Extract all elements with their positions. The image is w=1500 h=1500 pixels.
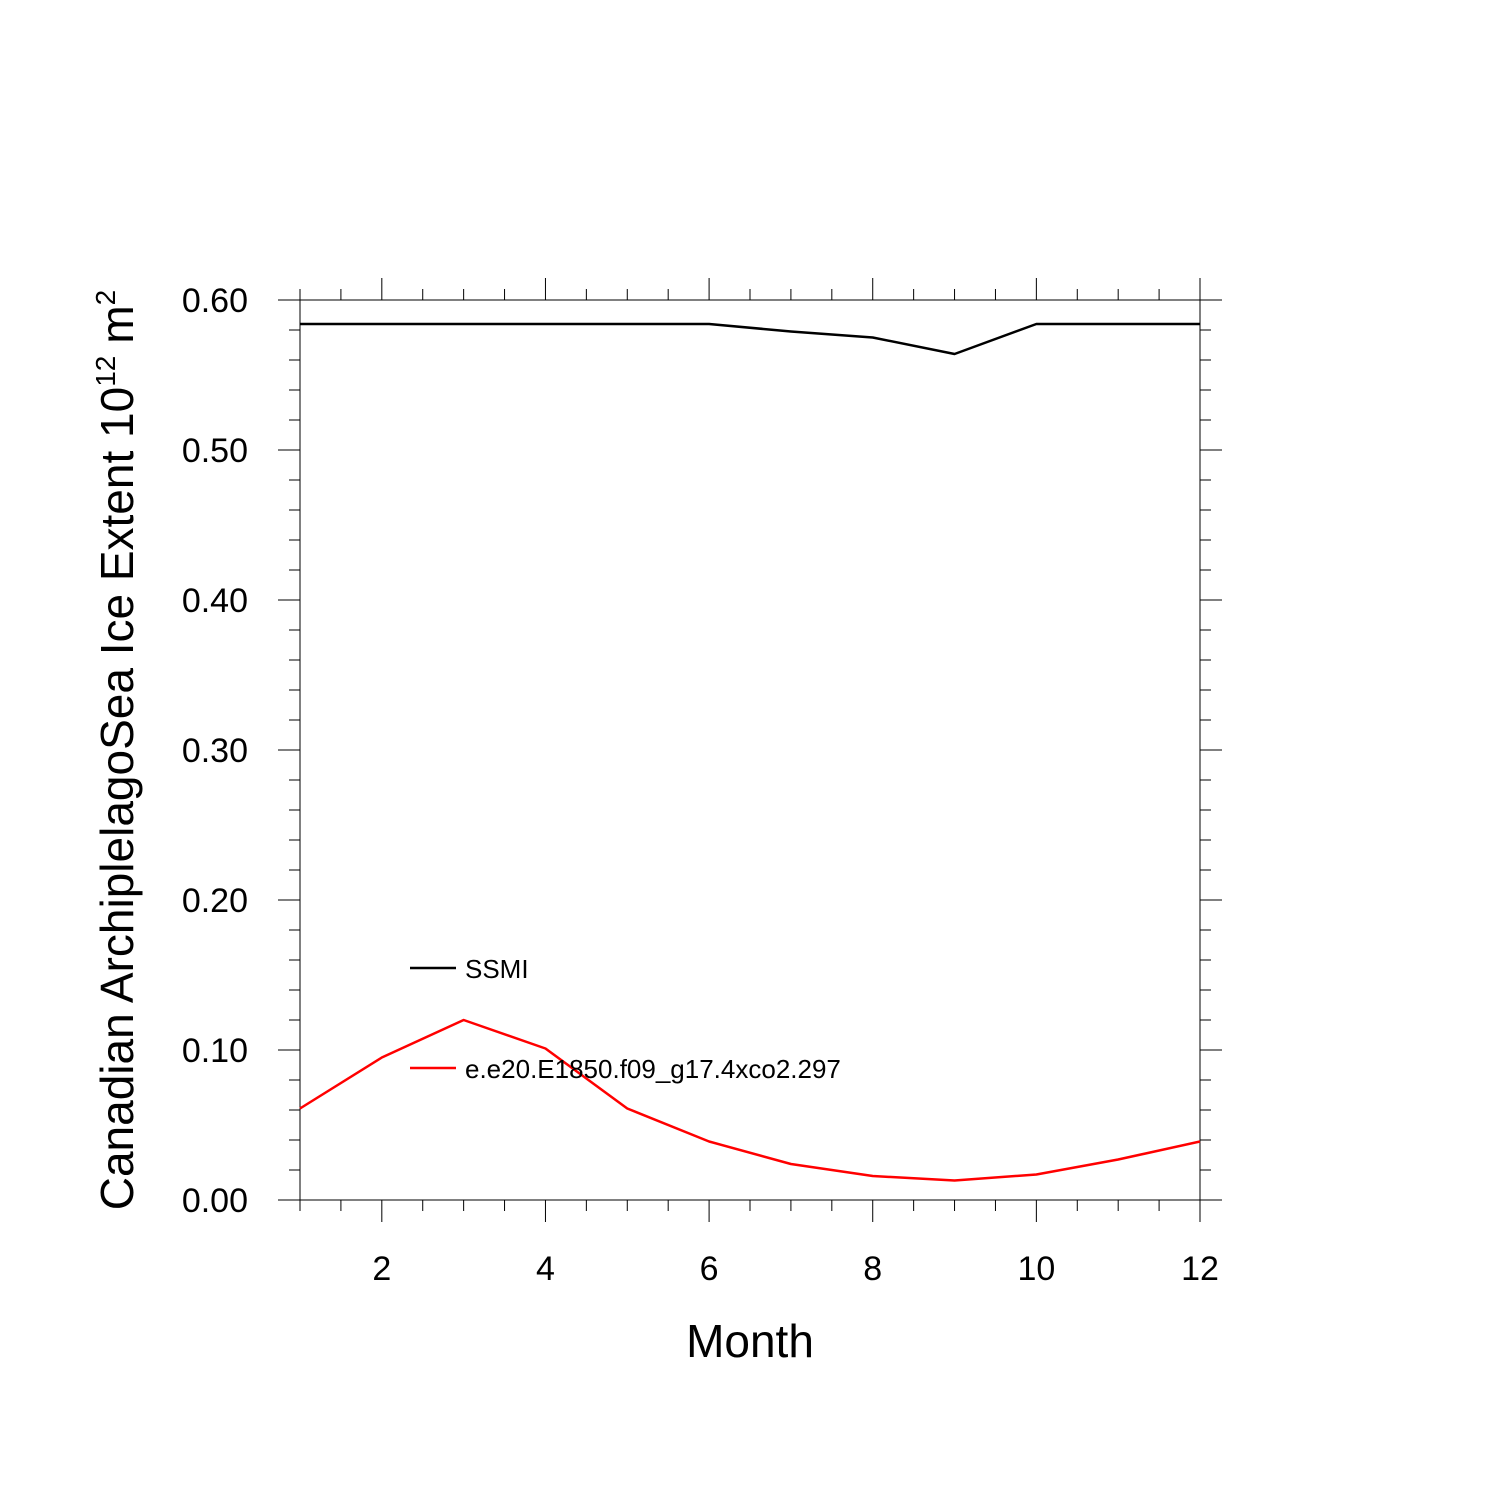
x-axis-title: Month bbox=[686, 1315, 814, 1367]
y-axis-title: Canadian ArchiplelagoSea Ice Extent 1012… bbox=[90, 290, 143, 1211]
series-line-1 bbox=[299, 1018, 1201, 1182]
y-tick-label: 0.50 bbox=[182, 432, 248, 470]
y-tick-label: 0.20 bbox=[182, 882, 248, 920]
y-axis-title-unit: m bbox=[91, 305, 143, 343]
y-tick-label: 0.60 bbox=[182, 282, 248, 320]
y-axis-title-unit-exponent: 2 bbox=[90, 290, 121, 306]
legend-label-1: e.e20.E1850.f09_g17.4xco2.297 bbox=[465, 1054, 841, 1084]
y-tick-label: 0.40 bbox=[182, 582, 248, 620]
series-layer bbox=[299, 322, 1201, 1182]
y-tick-label: 0.00 bbox=[182, 1182, 248, 1220]
x-tick-label: 4 bbox=[536, 1250, 555, 1288]
y-tick-label: 0.10 bbox=[182, 1032, 248, 1070]
legend: SSMI e.e20.E1850.f09_g17.4xco2.297 bbox=[410, 954, 841, 1084]
x-tick-label: 2 bbox=[372, 1250, 391, 1288]
series-line-0 bbox=[300, 322, 1200, 356]
y-axis-title-exponent: 12 bbox=[90, 356, 121, 387]
x-tick-label: 10 bbox=[1017, 1250, 1055, 1288]
y-axis-title-main: Canadian ArchiplelagoSea Ice Extent 10 bbox=[91, 387, 143, 1210]
legend-label-0: SSMI bbox=[465, 954, 529, 984]
axes: 2 4 6 8 10 12 0.00 0.10 0.20 0.30 0.40 0.50 0.60 bbox=[182, 278, 1222, 1288]
x-tick-label: 6 bbox=[700, 1250, 719, 1288]
y-tick-label: 0.30 bbox=[182, 732, 248, 770]
x-tick-label: 8 bbox=[863, 1250, 882, 1288]
x-tick-label: 12 bbox=[1181, 1250, 1219, 1288]
